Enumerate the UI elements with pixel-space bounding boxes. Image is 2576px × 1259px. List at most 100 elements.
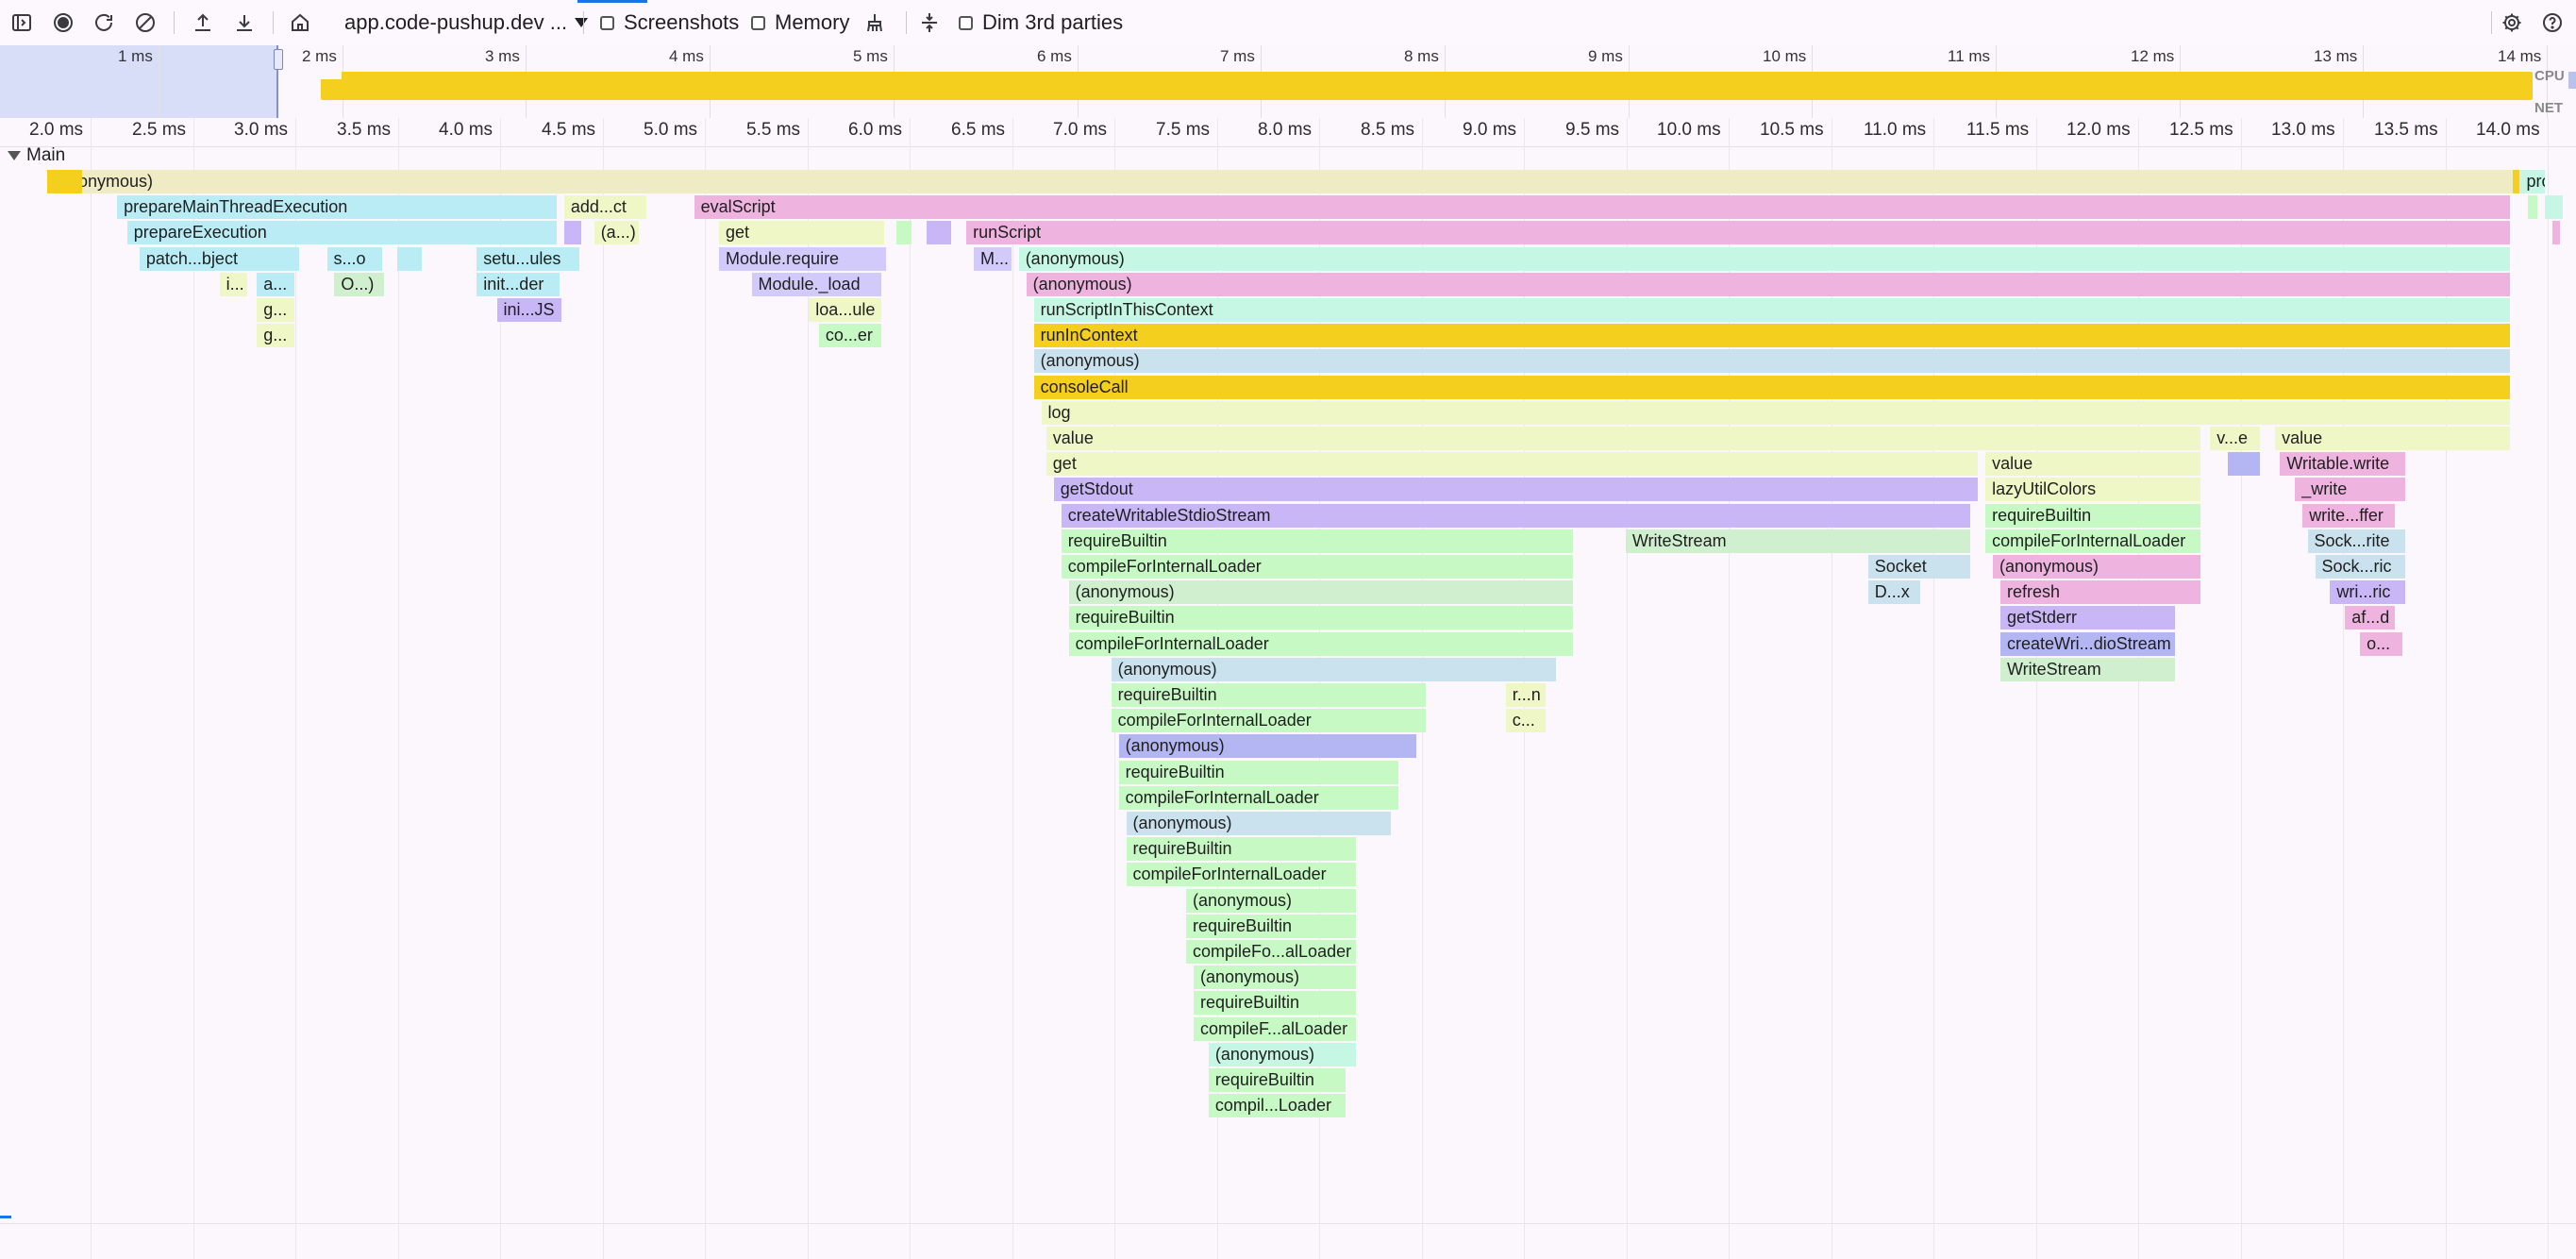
toggle-sidebar-button[interactable] [6,0,38,45]
flame-entry[interactable]: O...) [334,272,385,296]
flame-entry[interactable]: compileForInternalLoader [1068,631,1574,656]
flame-entry[interactable]: r...n [1505,683,1547,707]
flame-entry[interactable]: (anonymous) [1186,888,1356,913]
home-button[interactable] [284,0,316,45]
upload-profile-button[interactable] [187,0,219,45]
flame-entry[interactable]: value [1985,452,2200,477]
flame-entry[interactable]: requireBuiltin [1061,529,1574,553]
flame-entry[interactable]: compileFo...alLoader [1186,940,1356,964]
flame-entry[interactable]: D...x [1867,580,1921,605]
flame-entry[interactable]: WriteStream [1625,529,1971,553]
selection-handle[interactable] [274,49,283,70]
flame-entry[interactable]: Module.require [719,246,887,271]
flame-entry[interactable]: requireBuiltin [1118,760,1399,784]
flame-entry[interactable]: consoleCall [1033,375,2510,399]
flame-entry[interactable]: (anonymous) [1993,555,2200,579]
flame-entry[interactable]: runScript [966,221,2510,245]
flame-entry[interactable]: a... [257,272,294,296]
flame-entry[interactable]: (anonymous) [1018,246,2510,271]
flame-entry[interactable]: _write [2295,478,2405,502]
flame-entry[interactable]: (anonymous) [1118,734,1416,759]
flame-entry[interactable]: requireBuiltin [1194,991,1357,1016]
flame-entry[interactable]: log [1041,400,2510,425]
flame-entry[interactable]: compileF...alLoader [1194,1016,1357,1041]
flame-entry[interactable]: pro...ns [2519,170,2545,193]
flame-entry[interactable]: get [719,221,884,245]
flame-entry[interactable]: requireBuiltin [1111,683,1427,707]
flame-entry[interactable]: requireBuiltin [1208,1068,1347,1092]
flame-entry[interactable]: (anonymous) [1111,657,1556,681]
flame-entry[interactable] [2545,195,2563,220]
screenshots-checkbox[interactable]: Screenshots [600,0,739,45]
flame-entry[interactable]: compileForInternalLoader [1985,529,2200,553]
flame-entry[interactable]: v...e [2210,427,2261,450]
recording-select[interactable]: app.code-pushup.dev ... [344,0,589,45]
memory-checkbox[interactable]: Memory [751,0,849,45]
flame-entry[interactable]: Socket [1867,555,1971,579]
flame-entry[interactable]: runScriptInThisContext [1033,298,2510,322]
help-button[interactable] [2536,0,2568,45]
flame-entry[interactable]: createWritableStdioStream [1061,503,1971,528]
flame-entry[interactable]: value [1045,427,2200,450]
flame-entry[interactable] [2512,170,2520,193]
flame-entry[interactable]: setu...ules [477,246,579,271]
flame-entry[interactable] [2227,452,2261,477]
selection-handle-right[interactable] [2568,72,2576,89]
flame-entry[interactable]: patch...bject [139,246,300,271]
gc-button[interactable] [859,0,891,45]
flame-entry[interactable]: Sock...ric [2315,555,2405,579]
flame-entry[interactable]: get [1045,452,1979,477]
flame-entry[interactable]: requireBuiltin [1186,914,1356,938]
flame-entry[interactable]: runInContext [1033,324,2510,348]
flame-entry[interactable]: prepareExecution [126,221,557,245]
flame-entry[interactable]: af...d [2345,606,2396,630]
flame-entry[interactable]: refresh [2000,580,2200,605]
flame-entry[interactable]: (a...) [594,221,640,245]
settings-button[interactable] [2496,0,2528,45]
flame-entry[interactable]: ini...JS [496,298,562,322]
flame-entry[interactable] [2551,221,2560,245]
flame-entry[interactable]: getStderr [2000,606,2176,630]
timeline-overview[interactable]: 1 ms 2 ms 3 ms 4 ms 5 ms 6 ms 7 ms 8 ms 9 ms 10 m… [0,45,2576,119]
flame-entry[interactable] [396,246,423,271]
flame-entry[interactable]: (anonymous) [1208,1042,1357,1066]
flame-entry[interactable]: Writable.write [2280,452,2405,477]
flame-entry[interactable]: requireBuiltin [1985,503,2200,528]
flame-entry[interactable]: compileForInternalLoader [1118,785,1399,810]
download-profile-button[interactable] [228,0,260,45]
flame-entry[interactable]: init...der [477,272,560,296]
flame-entry[interactable] [563,221,582,245]
flame-entry[interactable]: requireBuiltin [1068,606,1574,630]
flame-entry[interactable]: (anonymous) [47,170,2545,193]
flame-entry[interactable]: wri...ric [2330,580,2405,605]
flame-entry[interactable]: (anonymous) [1126,812,1392,835]
flame-entry[interactable]: g... [257,324,294,348]
flame-entry[interactable]: s...o [326,246,382,271]
flame-entry[interactable]: compil...Loader [1208,1094,1347,1118]
overview-selection-window[interactable] [0,45,278,118]
flame-entry[interactable]: Module._load [751,272,882,296]
flame-entry[interactable]: i... [219,272,247,296]
reload-record-button[interactable] [88,0,120,45]
flame-entry[interactable]: Sock...rite [2307,529,2405,553]
flame-entry[interactable]: (anonymous) [1033,349,2510,374]
flame-entry[interactable]: getStdout [1053,478,1979,502]
flame-entry[interactable]: evalScript [694,195,2510,220]
flame-entry[interactable] [896,221,912,245]
flame-entry[interactable]: compileForInternalLoader [1126,863,1356,887]
flame-entry[interactable]: value [2275,427,2510,450]
flame-entry[interactable]: co...er [818,324,882,348]
main-track-header[interactable]: Main [8,143,65,168]
breadcrumb-toggle-button[interactable] [913,0,945,45]
flame-entry[interactable]: write...ffer [2302,503,2396,528]
flame-entry[interactable]: (anonymous) [1194,965,1357,990]
flame-entry[interactable]: M... [974,246,1012,271]
flame-entry[interactable]: loa...ule [809,298,882,322]
flame-entry[interactable]: createWri...dioStream [2000,631,2176,656]
flame-entry[interactable]: (anonymous) [1068,580,1574,605]
record-button[interactable] [47,0,79,45]
clear-button[interactable] [129,0,161,45]
flame-entry[interactable]: o... [2360,631,2403,656]
flame-entry[interactable]: compileForInternalLoader [1061,555,1574,579]
flame-entry[interactable]: c... [1505,709,1547,733]
